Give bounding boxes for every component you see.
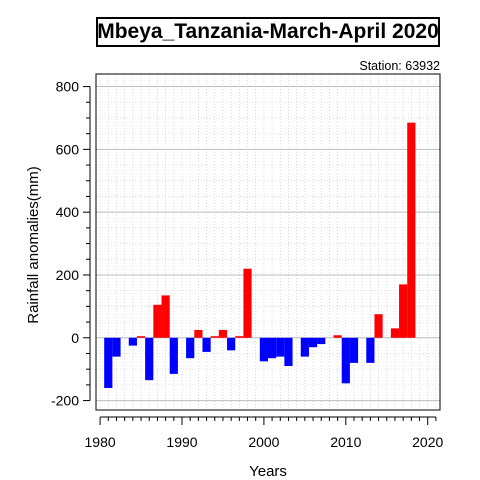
bar-2010: [341, 337, 350, 384]
bar-2011: [349, 337, 359, 363]
y-axis-label: Rainfall anomalies(mm): [25, 166, 42, 324]
x-tick-label: 2000: [248, 434, 279, 450]
bar-1982: [112, 337, 121, 357]
bar-1987: [153, 304, 162, 338]
bar-1992: [194, 329, 203, 338]
bar-1995: [218, 329, 228, 338]
x-axis: 1980 1990 2000 2010 2020: [85, 416, 443, 450]
bar-2000: [259, 337, 268, 362]
x-tick-label: 1980: [85, 434, 116, 450]
bar-2001: [268, 337, 277, 359]
bar-2003: [284, 337, 293, 367]
bar-1988: [161, 295, 170, 338]
bar-1985: [136, 336, 146, 338]
y-tick-label: 600: [56, 141, 80, 157]
bar-1981: [104, 337, 113, 389]
bar-2007: [317, 337, 326, 345]
y-tick-label: 200: [56, 267, 80, 283]
y-axis: -200 0 200 400 600 800: [51, 79, 91, 409]
bar-1993: [202, 337, 211, 352]
bar-2013: [366, 337, 375, 363]
bar-1996: [227, 337, 236, 351]
bar-1994: [210, 336, 219, 338]
bar-1986: [145, 337, 154, 381]
x-axis-label: Years: [249, 463, 287, 480]
bar-1998: [243, 268, 252, 338]
bar-2017: [399, 284, 408, 338]
y-tick-label: 800: [56, 79, 80, 95]
x-tick-label: 2020: [412, 434, 443, 450]
bar-2016: [390, 328, 400, 338]
bar-2018: [407, 122, 416, 338]
station-label: Station: 63932: [359, 59, 440, 73]
bar-1984: [128, 337, 137, 346]
bar-2006: [308, 337, 318, 348]
bar-2005: [300, 337, 309, 357]
bars: [104, 122, 416, 389]
y-tick-label: 400: [56, 204, 80, 220]
plot-frame: [95, 73, 441, 411]
bar-1997: [235, 336, 244, 338]
bar-2014: [374, 314, 383, 338]
bar-2002: [276, 337, 285, 357]
y-tick-label: -200: [51, 393, 79, 409]
y-tick-label: 0: [71, 330, 79, 346]
chart-title: Mbeya_Tanzania-March-April 2020: [96, 17, 440, 47]
bar-2009: [333, 335, 342, 338]
bar-1991: [186, 337, 195, 359]
x-tick-label: 2010: [330, 434, 361, 450]
x-tick-label: 1990: [166, 434, 197, 450]
bar-1989: [169, 337, 178, 374]
